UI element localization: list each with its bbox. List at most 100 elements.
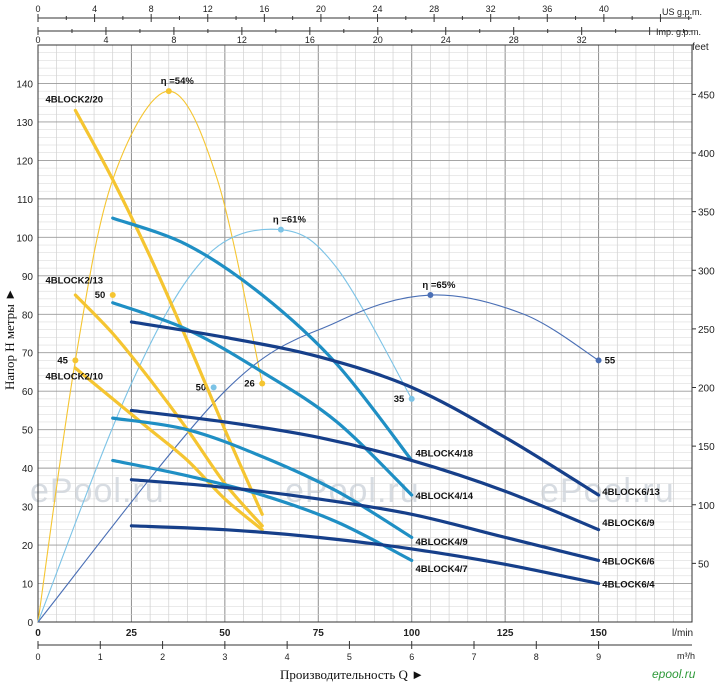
x-tick-label-lmin: 100 [403,628,420,639]
pump-curve-label: 4BLOCK2/10 [45,372,103,383]
plot-frame [37,44,693,623]
feet-tick-label: 150 [698,442,715,453]
pump-curve-label: 4BLOCK2/13 [45,275,103,286]
y-tick-label: 50 [22,426,34,437]
us-gpm-tick-label: 28 [429,4,439,14]
axes: 0102030405060708090100110120130140501001… [16,4,715,662]
feet-tick-label: 200 [698,384,715,395]
series-labels: 4BLOCK2/20 4BLOCK2/13 4BLOCK2/10 4BLOCK4/18… [45,95,659,591]
pump-curve-label: 4BLOCK6/9 [602,518,654,529]
x-tick-label-m3h: 4 [285,652,290,662]
efficiency-point-label: 55 [605,355,616,366]
top-unit-us-gpm: US g.p.m. [662,7,702,17]
us-gpm-tick-label: 4 [92,4,97,14]
us-gpm-tick-label: 40 [599,4,609,14]
feet-tick-label: 400 [698,149,715,160]
pump-curve [129,408,601,532]
x-tick-label-lmin: 75 [313,628,325,639]
us-gpm-tick-label: 16 [259,4,269,14]
feet-tick-label: 100 [698,501,715,512]
us-gpm-tick-label: 32 [486,4,496,14]
us-gpm-tick-label: 24 [373,4,383,14]
y-unit-feet: feet [692,42,709,53]
y-tick-label: 90 [22,272,34,283]
y-tick-label: 100 [16,233,33,244]
efficiency-label: η =65% [422,280,456,291]
epool-logo: epool.ru [650,665,710,681]
x-tick-label-m3h: 2 [160,652,165,662]
x-tick-label-lmin: 125 [497,628,514,639]
y-tick-label: 130 [16,118,33,129]
pump-curve-label: 4BLOCK4/18 [415,449,473,460]
x-tick-label-m3h: 7 [471,652,476,662]
pump-curve-label: 4BLOCK6/6 [602,556,654,567]
efficiency-curves: η =54% 45 50 26 η =61% 50 35 η =65% 55 [37,76,616,623]
efficiency-point [109,292,116,299]
pump-curve-label: 4BLOCK4/9 [415,537,467,548]
pump-curve-label: 4BLOCK6/13 [602,487,660,498]
efficiency-point [259,380,266,387]
efficiency-point-label: 50 [95,290,106,301]
imp-gpm-tick-label: 12 [237,35,247,45]
us-gpm-tick-label: 0 [35,4,40,14]
efficiency-point [408,395,415,402]
imp-gpm-tick-label: 0 [35,35,40,45]
feet-tick-label: 450 [698,90,715,101]
efficiency-point-label: 45 [57,355,68,366]
y-tick-label: 60 [22,387,34,398]
y-tick-label: 20 [22,541,34,552]
top-unit-imp-gpm: Imp. g.p.m. [656,27,701,37]
imp-gpm-tick-label: 24 [441,35,451,45]
imp-gpm-tick-label: 8 [171,35,176,45]
x-tick-label-m3h: 8 [534,652,539,662]
efficiency-peak-point [165,88,172,95]
efficiency-label: η =61% [273,215,307,226]
pump-curve [73,108,264,516]
x-tick-label-lmin: 25 [126,628,138,639]
pump-curve [129,478,601,563]
pump-curve [111,216,414,463]
y-tick-label: 70 [22,349,34,360]
pump-curve [129,524,601,586]
feet-tick-label: 300 [698,266,715,277]
y-axis-title: Напор Н метры ► [2,288,17,390]
us-gpm-tick-label: 20 [316,4,326,14]
efficiency-point [595,357,602,364]
pump-curve-label: 4BLOCK6/4 [602,579,655,590]
pump-curve-label: 4BLOCK2/20 [45,95,103,106]
efficiency-curve [37,90,263,623]
feet-tick-label: 250 [698,325,715,336]
pump-curve-label: 4BLOCK4/14 [415,491,473,502]
feet-tick-label: 350 [698,208,715,219]
efficiency-peak-point [277,226,284,233]
us-gpm-tick-label: 36 [542,4,552,14]
pump-curve [111,458,414,563]
imp-gpm-tick-label: 28 [509,35,519,45]
efficiency-point-label: 50 [196,382,207,393]
us-gpm-tick-label: 8 [149,4,154,14]
efficiency-peak-point [427,292,434,299]
logo-text: epool.ru [652,667,696,681]
efficiency-label: η =54% [161,76,195,87]
feet-tick-label: 50 [698,559,710,570]
x-tick-label-lmin: 50 [219,628,231,639]
y-tick-label: 80 [22,310,34,321]
efficiency-curve [37,228,413,623]
imp-gpm-tick-label: 4 [103,35,108,45]
x-axis-title: Производительность Q ► [280,667,424,682]
y-tick-label: 10 [22,580,34,591]
y-tick-label: 40 [22,464,34,475]
x-tick-label-m3h: 3 [222,652,227,662]
imp-gpm-tick-label: 32 [577,35,587,45]
x-tick-label-lmin: 150 [590,628,607,639]
x-tick-label-m3h: 9 [596,652,601,662]
y-tick-label: 30 [22,503,34,514]
y-tick-label: 0 [27,618,33,629]
pump-curve [129,320,601,497]
efficiency-point [210,384,217,391]
y-tick-label: 110 [17,195,33,206]
x-tick-label-m3h: 1 [98,652,103,662]
us-gpm-tick-label: 12 [203,4,213,14]
efficiency-point-label: 35 [394,394,405,405]
